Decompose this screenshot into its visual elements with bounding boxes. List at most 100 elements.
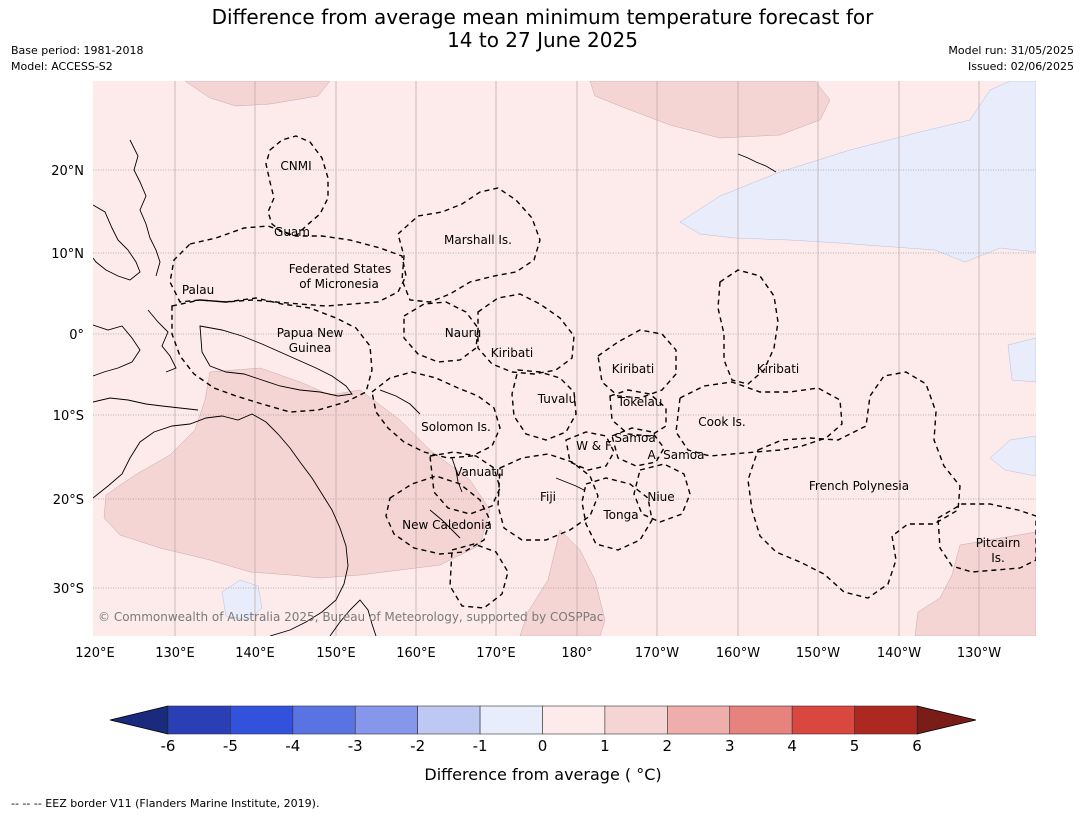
eez-borders	[169, 135, 1036, 609]
colorbar-bin	[167, 705, 231, 735]
coast-australia	[93, 413, 349, 636]
lat-20n: 20°N	[51, 164, 84, 179]
lon-140e: 140°E	[235, 646, 275, 661]
coast-solomon	[379, 389, 421, 415]
eez-fiji	[497, 453, 599, 541]
colorbar-tick-label: 5	[850, 737, 860, 755]
label-pitcairn-2: Is.	[991, 551, 1005, 565]
eez-french-polynesia	[747, 371, 961, 599]
anomaly-patch-negative-tasman	[221, 579, 263, 621]
meta-right: Model run: 31/05/2025 Issued: 02/06/2025	[948, 43, 1074, 75]
latitude-labels: 20°N 10°N 0° 10°S 20°S 30°S	[51, 164, 84, 597]
coast-fiji	[555, 477, 585, 491]
label-vanuatu: Vanuatu	[454, 465, 504, 479]
eez-cook	[675, 381, 843, 457]
label-png-1: Papua New	[277, 326, 344, 340]
label-fsm-1: Federated States	[289, 262, 391, 276]
anomaly-patch-negative-hawaii	[1007, 337, 1036, 383]
colorbar-bin	[791, 705, 855, 735]
lat-10s: 10°S	[53, 409, 84, 424]
colorbar-bin	[667, 705, 731, 735]
lon-140w: 140°W	[877, 646, 921, 661]
lon-150e: 150°E	[316, 646, 356, 661]
eez-marshall	[397, 187, 541, 303]
meridians	[174, 81, 980, 636]
colorbar-bin	[729, 705, 793, 735]
label-new-caledonia: New Caledonia	[402, 518, 492, 532]
eez-kiribati-gilbert	[477, 293, 575, 375]
colorbar-bin	[230, 705, 294, 735]
anomaly-patch-negative-east	[989, 435, 1036, 477]
lon-180: 180°	[561, 646, 592, 661]
label-niue: Niue	[647, 490, 674, 504]
label-palau: Palau	[182, 283, 214, 297]
coast-indonesia-south	[93, 397, 199, 411]
coast-nz	[329, 599, 377, 636]
meta-left: Base period: 1981-2018 Model: ACCESS-S2	[11, 43, 143, 75]
coast-philippines	[129, 139, 161, 277]
map-panel: CNMI Guam Marshall Is. Federated States …	[93, 81, 1036, 636]
eez-pitcairn	[937, 503, 1036, 573]
model-run: Model run: 31/05/2025	[948, 44, 1074, 57]
label-french-polynesia: French Polynesia	[809, 479, 909, 493]
eez-png	[171, 297, 373, 413]
colorbar-tick-label: 1	[600, 737, 610, 755]
anomaly-patch-south	[519, 529, 606, 636]
colorbar-tick-label: 3	[725, 737, 735, 755]
colorbar-tick-label: 4	[787, 737, 797, 755]
label-kiribati-east: Kiribati	[757, 362, 799, 376]
coast-hawaii	[737, 153, 777, 173]
colorbar-bin	[604, 705, 668, 735]
eez-micronesia	[169, 225, 407, 307]
label-american-samoa: A. Samoa	[648, 448, 705, 462]
colorbar-tick-label: -2	[410, 737, 425, 755]
region-labels: CNMI Guam Marshall Is. Federated States …	[182, 159, 1020, 565]
lat-30s: 30°S	[53, 582, 84, 597]
lon-160e: 160°E	[396, 646, 436, 661]
base-period: Base period: 1981-2018	[11, 44, 144, 57]
coast-new-guinea	[199, 325, 353, 397]
colorbar-extend-low	[109, 705, 169, 735]
lon-150w: 150°W	[796, 646, 840, 661]
colorbar-bin	[292, 705, 356, 735]
copyright-credit: © Commonwealth of Australia 2025, Bureau…	[98, 610, 603, 624]
eez-wallis-futuna	[565, 431, 615, 471]
label-marshall: Marshall Is.	[444, 233, 512, 247]
label-solomon: Solomon Is.	[421, 420, 491, 434]
lat-10n: 10°N	[51, 247, 84, 262]
eez-tuvalu	[511, 369, 577, 441]
colorbar-extend-high	[916, 705, 977, 735]
coast-borneo	[93, 324, 141, 377]
label-wallis-futuna: W & F	[576, 439, 612, 453]
eez-cnmi	[265, 135, 329, 237]
anomaly-patch-north-2	[589, 81, 831, 139]
lon-170e: 170°E	[476, 646, 516, 661]
eez-kiribati-phoenix	[597, 329, 677, 399]
label-samoa: Samoa	[614, 431, 655, 445]
colorbar-tick-label: 2	[663, 737, 673, 755]
anomaly-patch-southeast	[914, 531, 1036, 636]
colorbar-bin	[479, 705, 543, 735]
label-kiribati-central: Kiribati	[612, 362, 654, 376]
coast-asia	[93, 204, 141, 281]
anomaly-patch-north	[184, 81, 331, 107]
colorbar-bin	[854, 705, 918, 735]
label-tuvalu: Tuvalu	[537, 392, 577, 406]
lon-130e: 130°E	[155, 646, 195, 661]
label-nauru: Nauru	[445, 326, 481, 340]
coast-new-caledonia	[429, 509, 461, 539]
eez-norfolk	[449, 543, 509, 609]
map-title: Difference from average mean minimum tem…	[0, 6, 1085, 52]
colorbar-tick-label: -4	[285, 737, 300, 755]
colorbar-bin	[542, 705, 606, 735]
eez-tonga	[581, 477, 653, 551]
label-fsm-2: of Micronesia	[299, 277, 379, 291]
colorbar-tick-label: -6	[161, 737, 176, 755]
eez-niue	[633, 463, 691, 523]
colorbar-tick-label: 6	[912, 737, 922, 755]
lon-160w: 160°W	[716, 646, 760, 661]
label-cook: Cook Is.	[698, 415, 745, 429]
label-tonga: Tonga	[602, 508, 638, 522]
lon-120e: 120°E	[75, 646, 115, 661]
